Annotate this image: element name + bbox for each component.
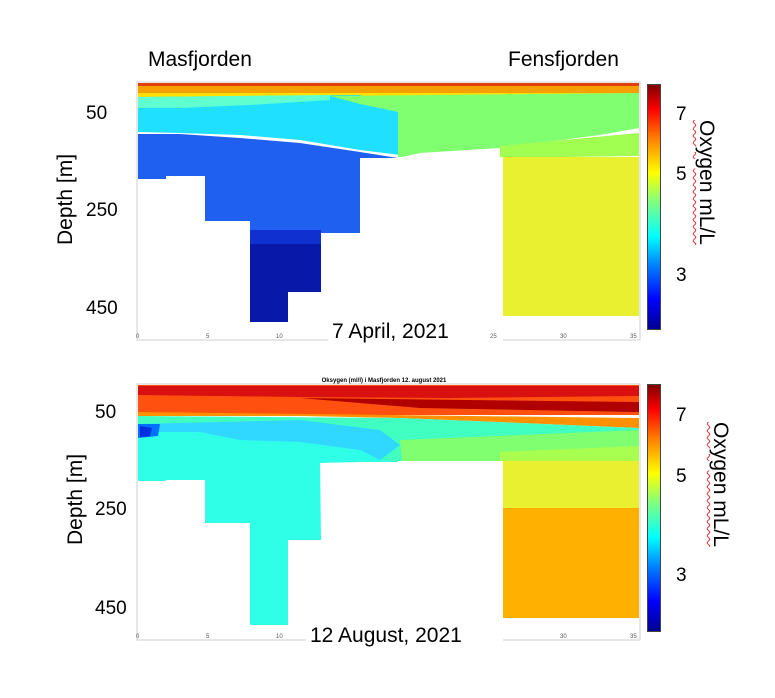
fensfjord-upper-b <box>503 461 639 511</box>
right-fjord-label: Fensfjorden <box>508 48 619 71</box>
cbar-tick-7-a: 7 <box>676 104 687 125</box>
cbar-label-text-b: Oxygen mL/L <box>709 422 732 547</box>
xtick-b-2: 10 <box>276 634 283 640</box>
xtick-a-6: 30 <box>560 334 567 340</box>
masfjord-basin <box>138 134 398 322</box>
cbar-tick-7-b: 7 <box>676 405 687 426</box>
xtick-a-5: 25 <box>490 334 497 340</box>
ytick-250-b: 250 <box>95 499 127 520</box>
ytick-250-a: 250 <box>86 200 118 221</box>
surface-band <box>138 83 639 93</box>
colorbar-b <box>647 384 661 632</box>
xtick-a-1: 5 <box>206 334 210 340</box>
masfjord-upper-layer <box>138 95 400 155</box>
xtick-b-6: 30 <box>560 634 567 640</box>
ytick-450-a: 450 <box>86 298 118 319</box>
masfjord-basin-b <box>138 432 398 625</box>
xtick-b-7: 35 <box>630 634 637 640</box>
cbar-tick-5-b: 5 <box>676 466 687 487</box>
plot-title-b: Oksygen (ml/l) i Masfjorden 12. august 2… <box>322 378 447 384</box>
xtick-a-2: 10 <box>276 334 283 340</box>
xtick-a-7: 35 <box>630 334 637 340</box>
caption-august: 12 August, 2021 <box>306 624 466 648</box>
xtick-b-0: 0 <box>136 634 140 640</box>
cbar-label-b: Oxygen mL/L <box>708 422 732 547</box>
left-fjord-label: Masfjorden <box>148 48 252 71</box>
fensfjord-basin <box>503 157 639 316</box>
ytick-50-b: 50 <box>95 402 117 423</box>
caption-april: 7 April, 2021 <box>328 320 453 344</box>
cbar-tick-3-a: 3 <box>676 265 687 286</box>
fensfjord-upper-layer <box>330 93 639 158</box>
ytick-450-b: 450 <box>95 598 127 619</box>
xtick-b-1: 5 <box>206 634 210 640</box>
fensfjord-basin-b <box>503 508 639 618</box>
ylabel-b: Depth [m] <box>64 453 87 545</box>
xtick-a-0: 0 <box>136 334 140 340</box>
ytick-50-a: 50 <box>86 103 108 124</box>
colorbar-a <box>647 84 661 330</box>
cbar-tick-5-a: 5 <box>676 164 687 185</box>
cbar-tick-3-b: 3 <box>676 565 687 586</box>
